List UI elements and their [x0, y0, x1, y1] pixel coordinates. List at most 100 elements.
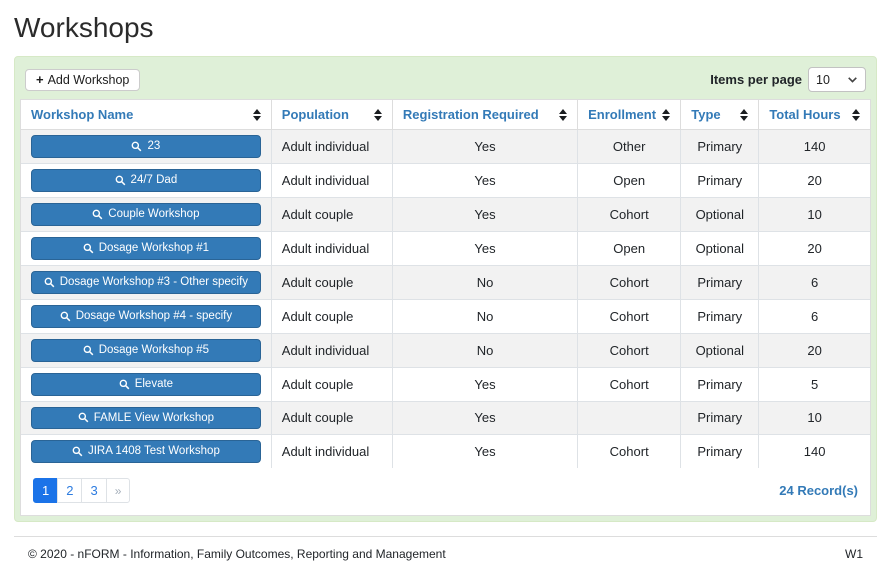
version-label: W1	[845, 547, 863, 562]
enrollment-cell: Cohort	[577, 196, 682, 232]
population-cell: Adult couple	[271, 366, 393, 401]
registration-required-cell: Yes	[392, 400, 579, 435]
column-header-population[interactable]: Population	[271, 100, 393, 130]
items-per-page-select[interactable]: 10	[808, 67, 866, 92]
workshop-name-cell: 24/7 Dad	[21, 162, 272, 198]
workshop-detail-button[interactable]: Couple Workshop	[31, 202, 261, 226]
toolbar: + Add Workshop Items per page 10	[20, 62, 871, 99]
workshop-name-label: JIRA 1408 Test Workshop	[87, 445, 220, 458]
registration-required-cell: Yes	[392, 129, 579, 164]
total-hours-cell: 20	[758, 162, 870, 198]
column-label: Type	[691, 107, 721, 122]
population-cell: Adult individual	[271, 332, 393, 368]
table-header-row: Workshop Name Population Registration Re…	[21, 100, 870, 130]
workshop-name-label: Dosage Workshop #4 - specify	[75, 309, 233, 322]
column-label: Enrollment	[588, 107, 657, 122]
population-cell: Adult couple	[271, 400, 393, 435]
total-hours-cell: 20	[758, 332, 870, 368]
workshop-detail-button[interactable]: Elevate	[31, 372, 261, 396]
workshop-name-label: Dosage Workshop #5	[98, 343, 210, 356]
table-row: Elevate Adult couple Yes Cohort Primary …	[21, 366, 870, 401]
search-icon	[92, 209, 103, 220]
workshop-detail-button[interactable]: FAMLE View Workshop	[31, 406, 261, 430]
enrollment-cell	[577, 400, 682, 435]
registration-required-cell: Yes	[392, 162, 579, 198]
registration-required-cell: No	[392, 332, 579, 368]
enrollment-cell: Cohort	[577, 332, 682, 368]
workshop-name-cell: Dosage Workshop #3 - Other specify	[21, 264, 272, 300]
table-row: Dosage Workshop #1 Adult individual Yes …	[21, 230, 870, 266]
workshop-name-label: Couple Workshop	[108, 207, 200, 220]
type-cell: Optional	[680, 196, 760, 232]
search-icon	[131, 141, 142, 152]
table-row: Couple Workshop Adult couple Yes Cohort …	[21, 196, 870, 232]
next-page-button[interactable]: »	[105, 478, 131, 504]
table-body: 23 Adult individual Yes Other Primary 14…	[21, 129, 870, 469]
registration-required-cell: Yes	[392, 230, 579, 266]
table-row: 23 Adult individual Yes Other Primary 14…	[21, 129, 870, 164]
page-footer: © 2020 - nFORM - Information, Family Out…	[14, 536, 877, 571]
workshop-name-label: Dosage Workshop #1	[98, 241, 210, 254]
workshop-name-label: Dosage Workshop #3 - Other specify	[59, 275, 249, 288]
chevron-down-icon	[847, 74, 858, 85]
workshop-detail-button[interactable]: Dosage Workshop #3 - Other specify	[31, 270, 261, 294]
workshop-name-label: 24/7 Dad	[130, 173, 178, 186]
enrollment-cell: Cohort	[577, 298, 682, 334]
workshops-table: Workshop Name Population Registration Re…	[21, 100, 870, 469]
workshop-detail-button[interactable]: Dosage Workshop #5	[31, 338, 261, 362]
search-icon	[115, 175, 126, 186]
population-cell: Adult couple	[271, 264, 393, 300]
column-header-registration-required[interactable]: Registration Required	[392, 100, 579, 130]
page-button-2[interactable]: 2	[57, 478, 83, 504]
search-icon	[60, 311, 71, 322]
total-hours-cell: 140	[758, 129, 870, 164]
items-per-page-value: 10	[816, 72, 830, 87]
page-button-1[interactable]: 1	[33, 478, 59, 504]
sort-icon	[740, 108, 749, 121]
population-cell: Adult couple	[271, 298, 393, 334]
column-header-enrollment[interactable]: Enrollment	[577, 100, 682, 130]
total-hours-cell: 10	[758, 196, 870, 232]
table-row: JIRA 1408 Test Workshop Adult individual…	[21, 434, 870, 469]
page-button-3[interactable]: 3	[81, 478, 107, 504]
column-label: Workshop Name	[31, 107, 134, 122]
workshops-panel: + Add Workshop Items per page 10	[14, 56, 877, 523]
search-icon	[44, 277, 55, 288]
workshop-detail-button[interactable]: 24/7 Dad	[31, 168, 261, 192]
enrollment-cell: Open	[577, 230, 682, 266]
add-workshop-button[interactable]: + Add Workshop	[25, 68, 141, 91]
search-icon	[72, 446, 83, 457]
total-hours-cell: 10	[758, 400, 870, 435]
workshop-name-cell: FAMLE View Workshop	[21, 400, 272, 435]
type-cell: Primary	[680, 366, 760, 401]
workshop-name-cell: Elevate	[21, 366, 272, 401]
table-row: Dosage Workshop #5 Adult individual No C…	[21, 332, 870, 368]
plus-icon: +	[36, 72, 44, 87]
column-header-workshop-name[interactable]: Workshop Name	[21, 100, 272, 130]
population-cell: Adult individual	[271, 434, 393, 469]
column-header-total-hours[interactable]: Total Hours	[758, 100, 870, 130]
population-cell: Adult couple	[271, 196, 393, 232]
population-cell: Adult individual	[271, 230, 393, 266]
column-header-type[interactable]: Type	[680, 100, 760, 130]
workshops-table-card: Workshop Name Population Registration Re…	[20, 99, 871, 517]
workshop-detail-button[interactable]: Dosage Workshop #1	[31, 236, 261, 260]
registration-required-cell: No	[392, 264, 579, 300]
pagination: 1 2 3»	[33, 478, 131, 504]
workshop-name-cell: Dosage Workshop #5	[21, 332, 272, 368]
table-row: FAMLE View Workshop Adult couple Yes Pri…	[21, 400, 870, 435]
workshop-detail-button[interactable]: Dosage Workshop #4 - specify	[31, 304, 261, 328]
enrollment-cell: Cohort	[577, 434, 682, 469]
workshop-detail-button[interactable]: 23	[31, 135, 261, 158]
workshop-name-cell: Dosage Workshop #4 - specify	[21, 298, 272, 334]
sort-icon	[852, 108, 860, 121]
type-cell: Primary	[680, 162, 760, 198]
population-cell: Adult individual	[271, 129, 393, 164]
total-hours-cell: 140	[758, 434, 870, 469]
type-cell: Optional	[680, 230, 760, 266]
workshop-detail-button[interactable]: JIRA 1408 Test Workshop	[31, 440, 261, 464]
total-hours-cell: 6	[758, 264, 870, 300]
registration-required-cell: No	[392, 298, 579, 334]
workshop-name-label: FAMLE View Workshop	[93, 411, 215, 424]
